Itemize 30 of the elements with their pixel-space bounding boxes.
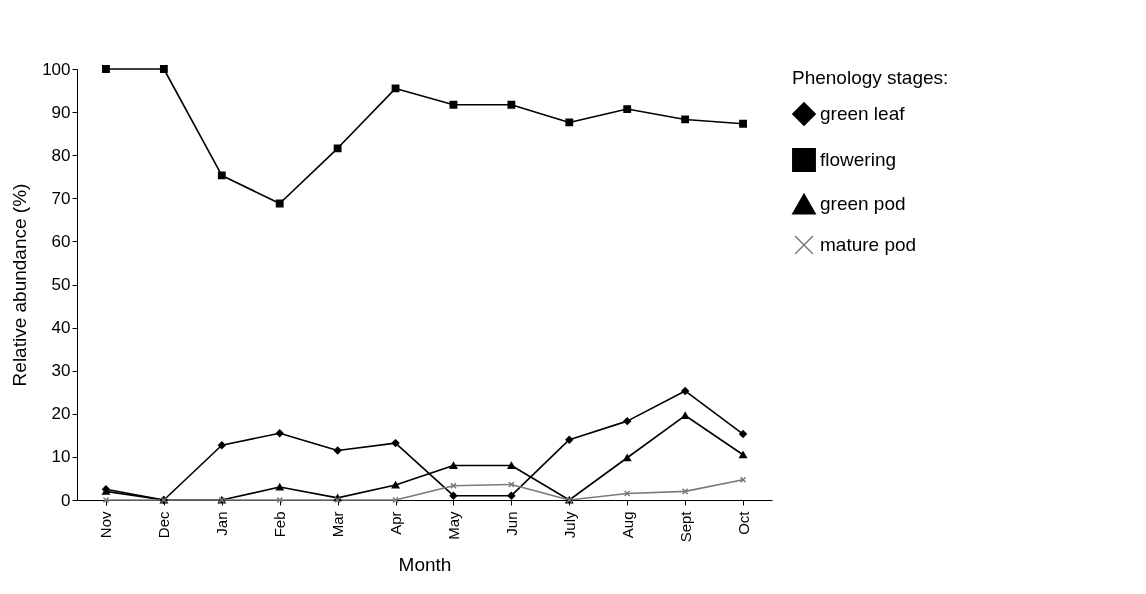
y-tick-label: 70 — [51, 188, 71, 208]
x-tick-label: Nov — [97, 511, 115, 539]
y-tick-label: 90 — [51, 102, 71, 122]
x-tick-label: Oct — [734, 510, 752, 535]
y-tick-label: 100 — [42, 59, 71, 79]
y-axis-title: Relative abundance (%) — [9, 183, 31, 387]
y-tick-label: 0 — [61, 490, 71, 510]
y-tick-label: 80 — [51, 145, 71, 165]
y-tick-label: 30 — [51, 361, 71, 381]
x-tick-label: Aug — [618, 511, 636, 539]
x-tick-label: July — [560, 511, 578, 539]
x-tick-label: Dec — [155, 511, 173, 539]
x-tick-label: Sept — [676, 510, 694, 543]
y-tick-label: 10 — [51, 447, 71, 467]
legend-label: mature pod — [820, 234, 917, 255]
x-tick-label: Jan — [213, 511, 231, 536]
y-tick-label: 40 — [51, 318, 71, 338]
legend-label: green pod — [820, 193, 906, 214]
x-tick-label: Mar — [329, 511, 347, 538]
x-tick-label: Feb — [271, 511, 289, 538]
x-tick-label: Jun — [502, 511, 520, 536]
y-tick-label: 20 — [51, 404, 71, 424]
x-tick-label: Apr — [387, 511, 405, 535]
x-tick-label: May — [444, 511, 462, 540]
y-tick-label: 50 — [51, 275, 71, 294]
x-axis-title: Month — [398, 554, 452, 576]
legend-label: green leaf — [820, 103, 906, 124]
legend-title: Phenology stages: — [792, 67, 949, 88]
y-tick-label: 60 — [51, 231, 71, 251]
legend-label: flowering — [820, 149, 897, 170]
